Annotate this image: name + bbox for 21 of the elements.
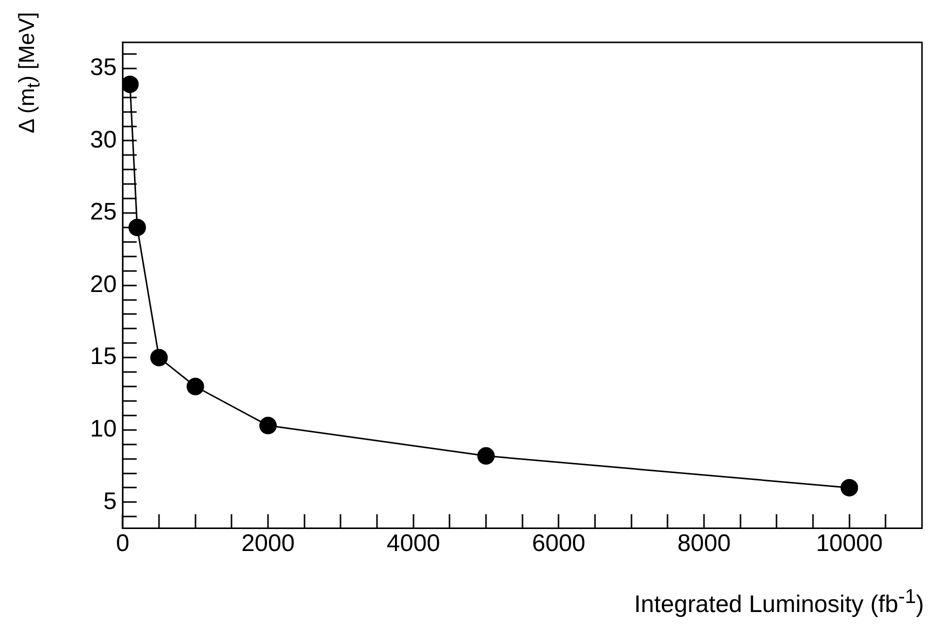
point [128, 218, 146, 236]
x-tick-label: 2000 [241, 530, 295, 558]
y-tick-label: 5 [103, 488, 117, 515]
x-tick-label: 8000 [677, 530, 731, 558]
y-tick-label: 25 [90, 198, 117, 226]
x-tick-label: 6000 [532, 530, 586, 558]
point [150, 348, 168, 366]
point [477, 447, 495, 465]
point [259, 416, 277, 434]
y-tick-label: 20 [90, 270, 117, 298]
y-tick-label: 10 [90, 416, 117, 443]
y-tick-label: 30 [90, 126, 117, 154]
x-axis-title: Integrated Luminosity (fb$^{-1}$) [634, 586, 924, 619]
point [186, 378, 204, 396]
point [840, 478, 858, 496]
y-tick-label: 15 [90, 343, 117, 370]
x-tick-label: 4000 [386, 530, 440, 558]
x-tick-label: 10000 [816, 530, 883, 558]
x-tick-label: 0 [116, 530, 130, 558]
point [122, 76, 139, 94]
y-tick-label: 35 [90, 54, 117, 82]
